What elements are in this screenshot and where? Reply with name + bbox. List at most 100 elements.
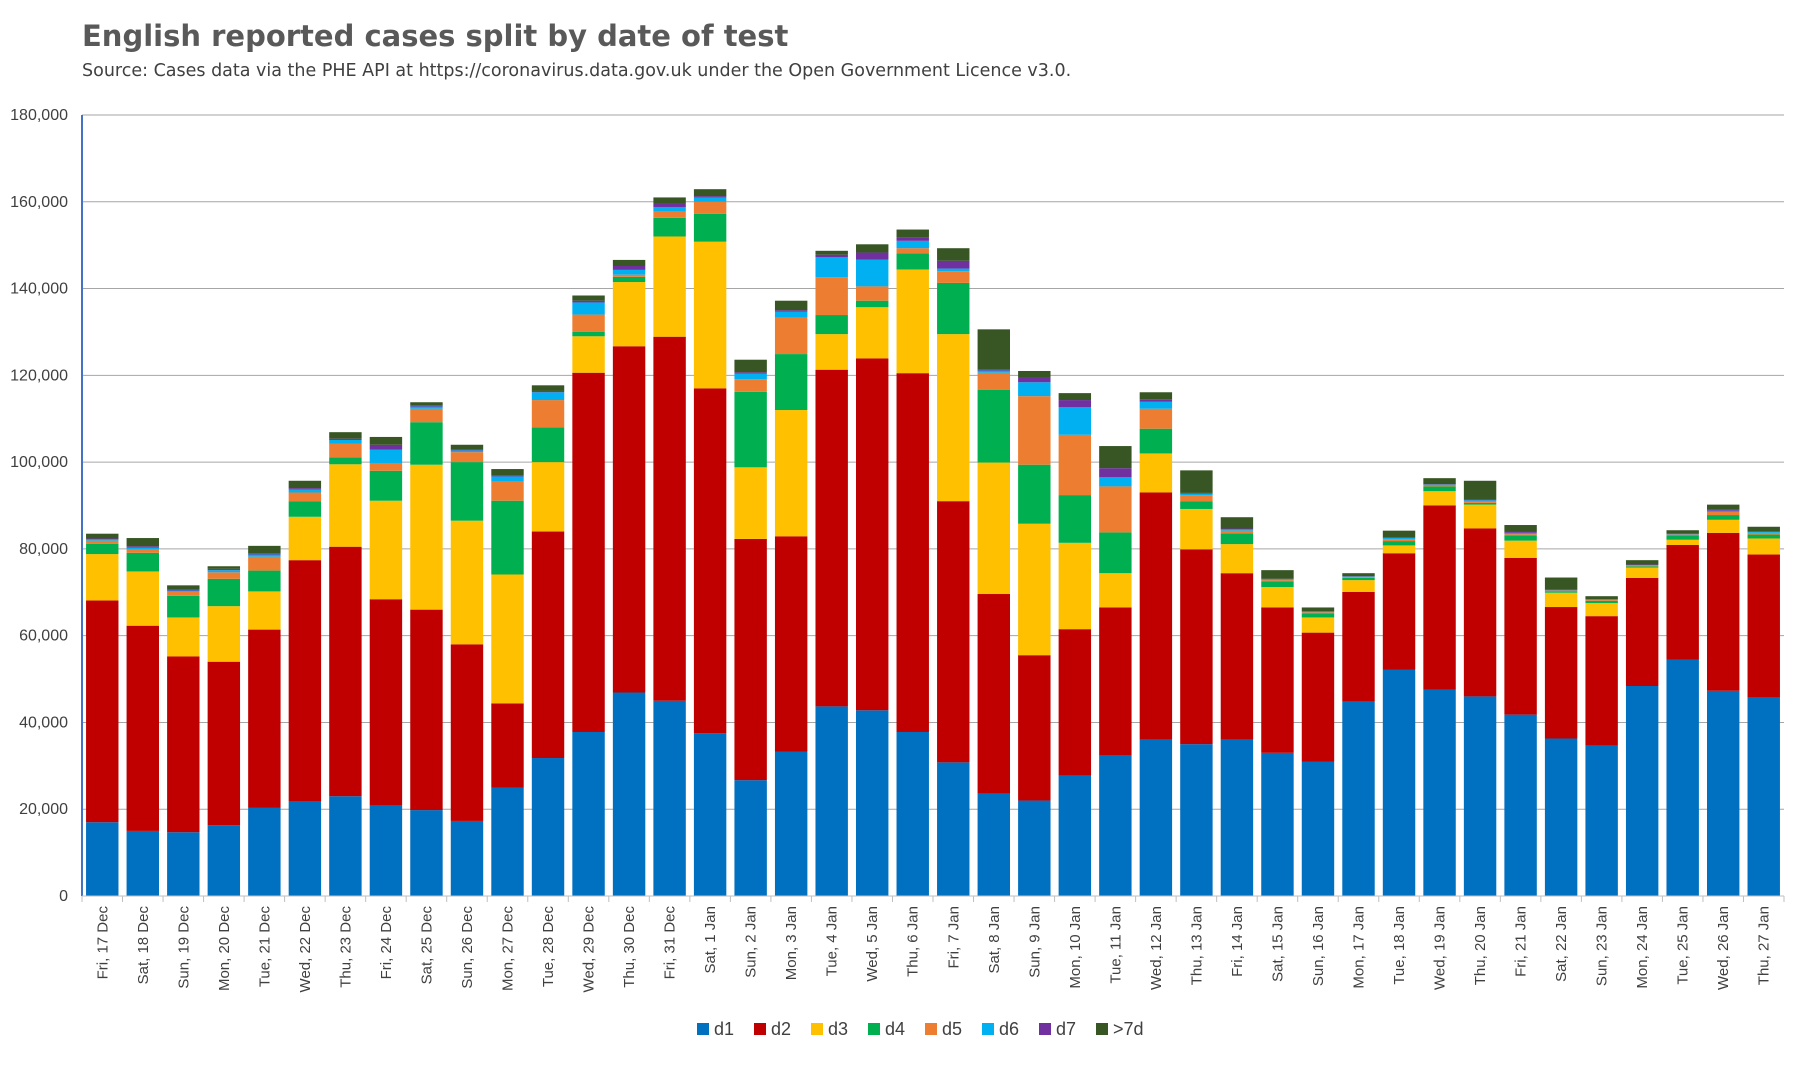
bar-segment-d4 — [1342, 577, 1375, 581]
bar-segment-d2 — [1301, 632, 1335, 762]
bar-segment-d7 — [896, 237, 929, 241]
bar-segment-d6 — [248, 554, 281, 557]
bar-segment-d3 — [1423, 491, 1456, 506]
bar-segment-d1 — [410, 810, 443, 896]
bar-segment-d4 — [410, 422, 443, 465]
bar-segment-d3 — [653, 236, 686, 337]
legend-label: d4 — [885, 1019, 905, 1039]
bar-segment-d6 — [856, 259, 889, 287]
axes — [81, 115, 1785, 902]
bar-segment-d6 — [612, 269, 646, 275]
bar-segment-d5 — [1139, 408, 1173, 429]
bar-segment-gt7d — [531, 385, 565, 391]
bar-segment-d5 — [450, 452, 484, 463]
bar-segment-d6 — [1463, 500, 1497, 502]
bar-segment-d1 — [248, 807, 281, 896]
bar-segment-d2 — [86, 600, 119, 823]
x-tick-label: Fri, 7 Jan — [945, 906, 962, 969]
x-tick-label: Thu, 20 Jan — [1472, 906, 1489, 985]
bar-segment-d3 — [1301, 617, 1335, 633]
legend: d1 d2 d3 d4 d5 d6 d7 >7d — [697, 1019, 1144, 1039]
bar-segment-gt7d — [774, 300, 808, 311]
x-tick-label: Sat, 15 Jan — [1269, 906, 1286, 982]
bar-segment-d5 — [369, 462, 403, 471]
bar-segment-d2 — [1666, 544, 1699, 660]
bar-segment-d2 — [1544, 607, 1578, 739]
bar-segment-d3 — [126, 571, 159, 626]
bar-segment-d6 — [1220, 529, 1254, 531]
bar-segment-d1 — [491, 787, 524, 896]
bar-segment-d3 — [1058, 542, 1092, 630]
bar-segment-d5 — [1180, 495, 1213, 502]
bar-segment-d7 — [612, 265, 646, 270]
bar-segment-d6 — [653, 206, 686, 212]
bar-segment-d4 — [693, 213, 727, 242]
bar-segment-d4 — [167, 595, 200, 618]
bar-segment-d6 — [734, 373, 767, 380]
bar-segment-gt7d — [248, 545, 281, 554]
x-tick-label: Wed, 5 Jan — [864, 906, 881, 982]
bar-segment-d6 — [1018, 382, 1051, 397]
bar-segment-d2 — [1625, 577, 1659, 686]
bar-segment-d1 — [1180, 744, 1213, 896]
bar-segment-d3 — [856, 307, 889, 359]
y-tick-label: 100,000 — [10, 454, 68, 471]
bar-segment-d7 — [693, 196, 727, 198]
bar-segment-d5 — [937, 271, 970, 283]
bar-segment-d1 — [1382, 669, 1416, 896]
bar-segment-d5 — [1342, 577, 1375, 578]
bar-segment-d5 — [1585, 600, 1618, 601]
bar-segment-gt7d — [1625, 560, 1659, 565]
bar-segment-d6 — [126, 547, 159, 550]
y-tick-label: 80,000 — [19, 541, 68, 558]
bar-segment-d4 — [248, 570, 281, 592]
bar-segment-d2 — [1018, 655, 1051, 801]
bar-segment-d3 — [977, 462, 1010, 595]
legend-swatch-d2 — [754, 1023, 766, 1035]
bar-segment-d5 — [1382, 539, 1416, 542]
bar-segment-d3 — [207, 606, 241, 662]
bar-segment-gt7d — [1058, 393, 1092, 401]
bar-segment-gt7d — [1382, 530, 1416, 538]
bar-segment-gt7d — [167, 585, 200, 590]
bar-segment-d2 — [1504, 558, 1537, 715]
bar-segment-d7 — [1058, 400, 1092, 408]
bar-segment-d7 — [207, 568, 241, 571]
bar-segment-d2 — [856, 358, 889, 711]
legend-swatch-d6 — [982, 1023, 994, 1035]
bar-segment-d1 — [1625, 685, 1659, 896]
bar-segment-d1 — [1666, 659, 1699, 896]
y-tick-label: 20,000 — [19, 801, 68, 818]
bar-segment-d7 — [410, 405, 443, 407]
bar-segment-d1 — [126, 830, 159, 896]
bar-segment-d5 — [410, 408, 443, 423]
bar-segment-d4 — [329, 457, 362, 465]
bar-segment-d5 — [1544, 590, 1578, 592]
bar-segment-d4 — [288, 501, 322, 517]
bar-segment-d3 — [329, 464, 362, 547]
bar-segment-d5 — [126, 549, 159, 553]
bar-segment-d1 — [1504, 714, 1537, 896]
bar-segment-d5 — [1220, 530, 1254, 534]
bar-segment-d3 — [248, 591, 281, 630]
bar-segment-d2 — [896, 373, 929, 732]
bar-segment-d7 — [937, 260, 970, 269]
bar-segment-d1 — [531, 758, 565, 896]
chart-subtitle: Source: Cases data via the PHE API at ht… — [82, 61, 1071, 81]
bar-segment-d2 — [1585, 616, 1618, 746]
bar-segment-d1 — [1463, 696, 1497, 896]
bar-segment-d5 — [612, 274, 646, 277]
bar-segment-gt7d — [977, 329, 1010, 370]
bar-segment-gt7d — [450, 444, 484, 450]
bar-segment-d7 — [126, 546, 159, 548]
bar-segment-d3 — [1707, 519, 1740, 533]
bar-segment-d7 — [167, 589, 200, 591]
bar-segment-d3 — [693, 241, 727, 389]
bar-segment-d2 — [1099, 607, 1132, 756]
bar-segment-d2 — [248, 629, 281, 808]
bar-segment-d2 — [288, 560, 322, 802]
bar-segment-gt7d — [1139, 392, 1173, 400]
bar-segment-d1 — [1423, 689, 1456, 896]
bar-segment-d5 — [815, 277, 848, 316]
bar-segment-d4 — [1018, 464, 1051, 524]
